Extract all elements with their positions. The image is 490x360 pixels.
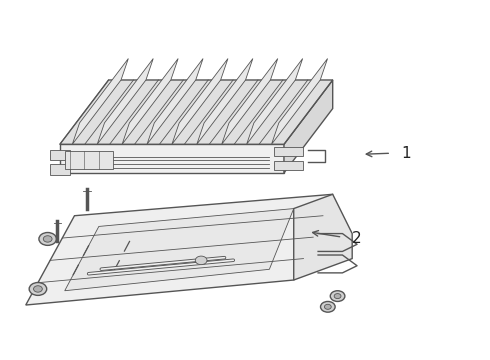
Circle shape <box>330 291 345 301</box>
Polygon shape <box>294 194 352 280</box>
Polygon shape <box>284 80 333 173</box>
Circle shape <box>29 283 47 296</box>
Polygon shape <box>65 152 114 169</box>
Polygon shape <box>97 59 153 144</box>
Polygon shape <box>50 150 70 160</box>
Polygon shape <box>60 144 284 173</box>
Polygon shape <box>271 59 327 144</box>
Circle shape <box>39 233 56 246</box>
Circle shape <box>196 256 207 265</box>
Circle shape <box>324 304 331 309</box>
Polygon shape <box>197 59 253 144</box>
Polygon shape <box>73 59 128 144</box>
Polygon shape <box>65 208 294 291</box>
Circle shape <box>33 286 42 292</box>
Circle shape <box>43 236 52 242</box>
Polygon shape <box>246 59 303 144</box>
Text: 1: 1 <box>401 146 411 161</box>
Polygon shape <box>147 59 203 144</box>
Polygon shape <box>274 161 303 170</box>
Text: 2: 2 <box>352 231 362 247</box>
Polygon shape <box>60 80 333 144</box>
Polygon shape <box>274 147 303 156</box>
Polygon shape <box>221 59 278 144</box>
Polygon shape <box>50 164 70 175</box>
Polygon shape <box>122 59 178 144</box>
Circle shape <box>320 301 335 312</box>
Polygon shape <box>26 194 333 305</box>
Polygon shape <box>172 59 228 144</box>
Circle shape <box>334 294 341 298</box>
